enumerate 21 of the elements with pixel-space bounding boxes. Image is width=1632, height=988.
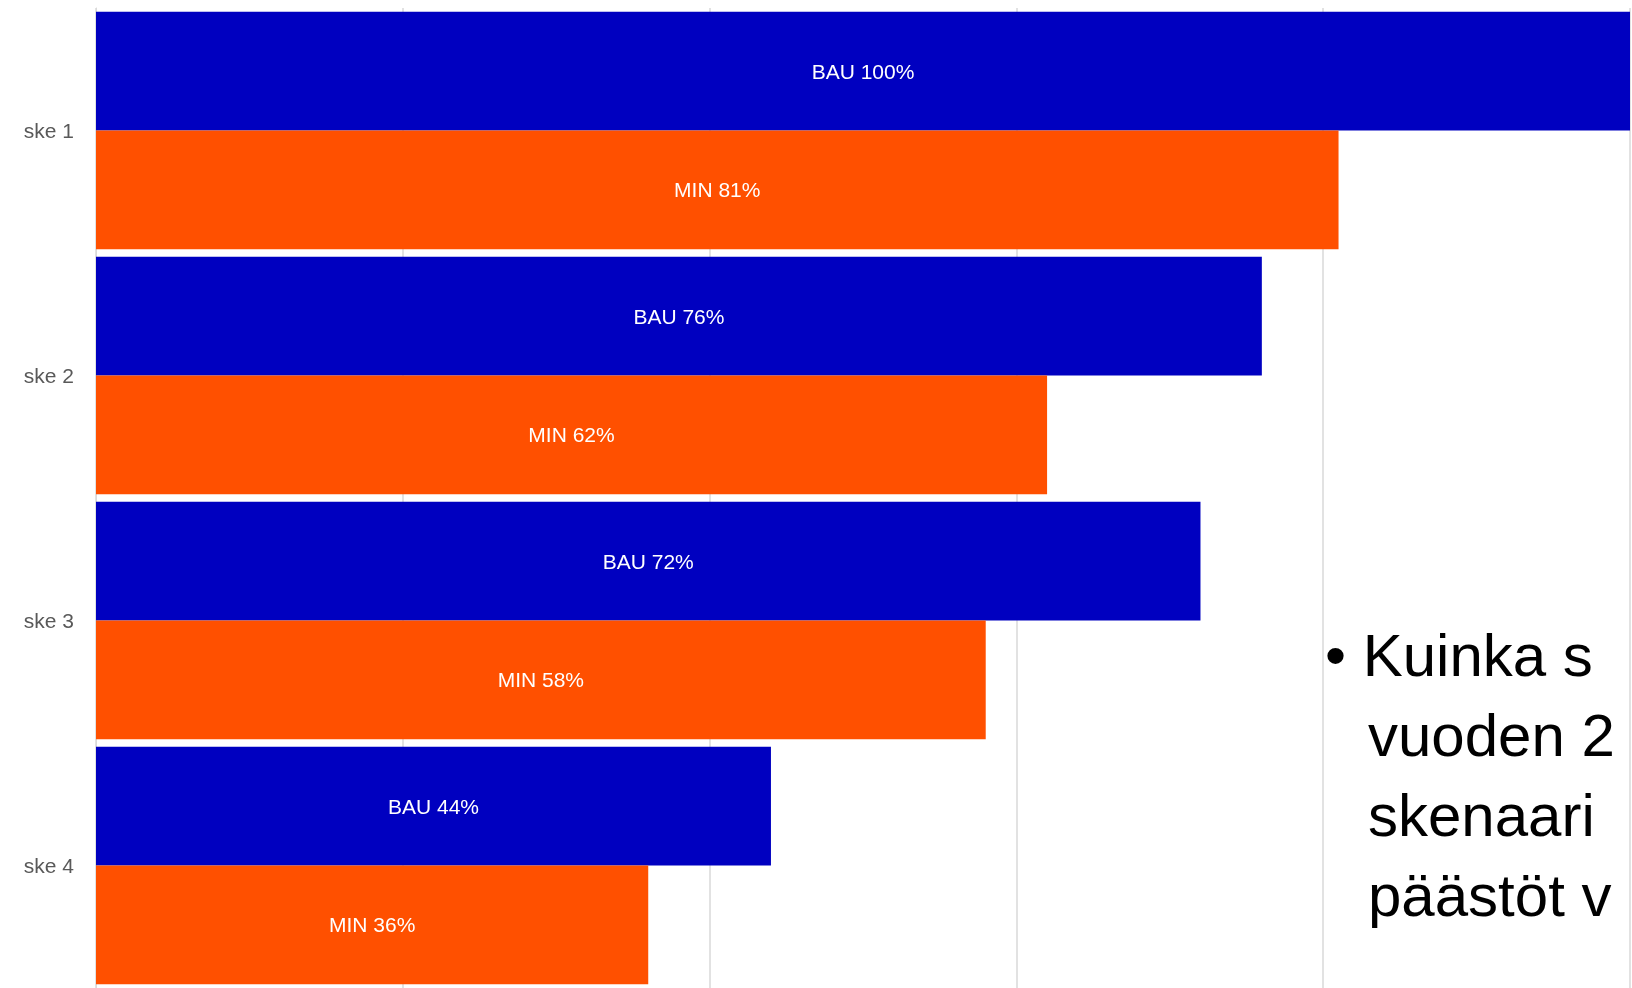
- bar: [96, 130, 1339, 250]
- data-label: BAU 72%: [602, 549, 694, 573]
- bar: [96, 620, 986, 740]
- y-tick-label: ske 2: [23, 364, 74, 387]
- bar: [96, 375, 1048, 495]
- data-label: MIN 36%: [328, 913, 416, 937]
- y-tick-label: ske 1: [23, 119, 74, 142]
- data-label: BAU 100%: [811, 59, 915, 83]
- data-label: MIN 62%: [528, 423, 615, 447]
- data-label: MIN 81%: [674, 178, 761, 202]
- bar: [96, 746, 771, 866]
- y-tick-label: ske 4: [23, 854, 75, 877]
- data-label: BAU 44%: [387, 794, 479, 818]
- y-tick-label: ske 3: [23, 609, 74, 632]
- data-label: MIN 58%: [497, 668, 585, 692]
- bar: [96, 865, 649, 985]
- data-label: BAU 76%: [633, 304, 725, 328]
- bar: [96, 501, 1201, 621]
- bar: [96, 11, 1630, 131]
- annotation: • Kuinka s vuoden 2 skenaari päästöt v: [1325, 621, 1615, 929]
- bar: [96, 256, 1262, 376]
